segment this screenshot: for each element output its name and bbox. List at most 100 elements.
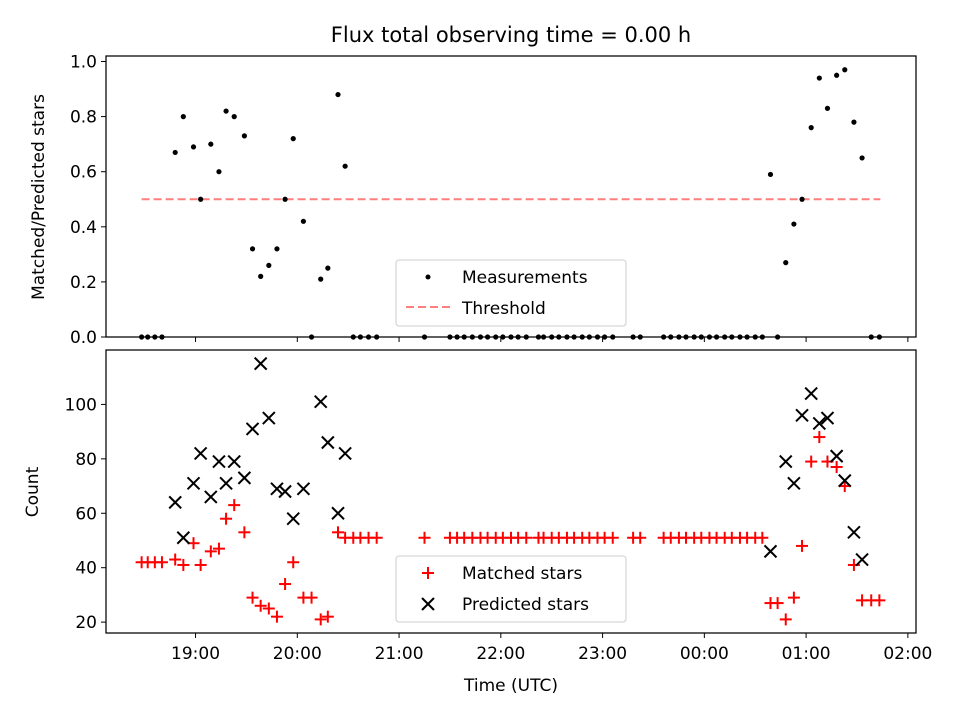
matched-point [634, 531, 647, 544]
measurement-points [139, 67, 882, 340]
count-y-axis-label: Count [23, 466, 43, 517]
matched-point [177, 558, 190, 571]
matched-point [606, 531, 619, 544]
matched-point [194, 558, 207, 571]
matched-point [305, 591, 318, 604]
x-tick-label: 22:00 [476, 644, 525, 664]
matched-legend-label: Matched stars [462, 564, 582, 584]
measurement-point [851, 119, 857, 125]
predicted-point [763, 544, 778, 559]
matched-point [873, 594, 886, 607]
y-tick-label: 0.4 [70, 218, 97, 238]
predicted-point [787, 476, 801, 491]
measurement-point [799, 196, 805, 202]
matched-point [771, 597, 784, 610]
predicted-point [855, 552, 869, 567]
predicted-stars-series [168, 356, 869, 567]
measurement-point [208, 141, 214, 147]
ratio-y-axis-label: Matched/Predicted stars [29, 94, 49, 300]
matched-point [370, 531, 383, 544]
y-tick-label: 20 [75, 613, 97, 633]
measurements-legend-marker [425, 274, 431, 280]
ratio-axes-frame [105, 55, 917, 338]
measurement-point [198, 196, 204, 202]
predicted-point [176, 531, 191, 545]
measurement-point [834, 72, 840, 78]
measurement-point [274, 246, 280, 252]
predicted-point [812, 416, 827, 431]
predicted-point [321, 435, 335, 450]
matched-point [287, 556, 300, 569]
measurement-point [325, 265, 331, 271]
measurement-point [282, 196, 288, 202]
measurements-series [139, 67, 882, 340]
matched-point [779, 613, 792, 626]
predicted-point [331, 506, 345, 520]
count-panel: 20 40 60 80 100 19:00 20:00 21:00 22:00 23:00 00:0… [23, 349, 933, 696]
matched-point [212, 542, 225, 555]
matched-legend-marker [422, 567, 434, 579]
ratio-panel: 0.0 0.2 0.4 0.6 0.8 1.0 Matched/Predicted sta… [29, 53, 917, 348]
y-tick-label: 100 [65, 395, 97, 415]
measurement-point [783, 260, 789, 266]
measurement-point [172, 149, 178, 156]
predicted-point [820, 411, 835, 425]
x-tick-label: 19:00 [171, 644, 220, 664]
predicted-point [253, 356, 268, 371]
predicted-point [168, 495, 182, 510]
matched-point [246, 591, 259, 604]
measurement-point [842, 67, 848, 73]
matched-point [262, 602, 275, 615]
measurement-point [258, 273, 264, 279]
count-legend-box [395, 555, 627, 623]
predicted-point [262, 411, 276, 425]
measurement-point [223, 108, 229, 114]
predicted-point [286, 512, 300, 526]
matched-point [796, 539, 809, 552]
count-axis-ticks: 20 40 60 80 100 19:00 20:00 21:00 22:00 23:00 00:0… [65, 395, 933, 664]
matched-point [279, 578, 292, 591]
measurement-point [808, 125, 814, 131]
y-tick-label: 60 [75, 504, 97, 524]
measurement-point [791, 221, 797, 227]
measurement-point [859, 155, 865, 161]
y-tick-label: 0.8 [70, 108, 97, 128]
matched-point [756, 531, 769, 544]
predicted-point [829, 449, 844, 463]
x-tick-label: 23:00 [578, 644, 627, 664]
ratio-axis-ticks: 0.0 0.2 0.4 0.6 0.8 1.0 [70, 53, 909, 348]
x-tick-label: 01:00 [782, 644, 831, 664]
matched-point [204, 545, 217, 558]
predicted-point [338, 446, 352, 461]
y-tick-label: 1.0 [70, 53, 97, 73]
measurement-point [231, 114, 237, 120]
predicted-point [847, 525, 861, 540]
predicted-point [193, 446, 208, 461]
x-tick-label: 00:00 [680, 644, 729, 664]
measurement-point [342, 163, 348, 169]
measurement-point [300, 218, 307, 224]
measurement-point [266, 262, 272, 268]
ratio-legend: Measurements Threshold [395, 259, 627, 327]
measurement-point [290, 136, 296, 142]
predicted-point [186, 476, 201, 491]
matched-point [254, 599, 267, 612]
measurement-point [190, 144, 197, 150]
count-axes-frame [105, 349, 917, 634]
measurement-point [824, 105, 831, 111]
y-tick-label: 0.2 [70, 273, 97, 293]
predicted-point [296, 482, 311, 496]
chart-title: Flux total observing time = 0.00 h [331, 23, 691, 47]
matched-point [787, 591, 800, 604]
measurement-point [767, 171, 774, 178]
measurement-point [816, 75, 822, 81]
measurement-point [216, 169, 222, 175]
ratio-legend-box [395, 259, 627, 327]
predicted-point [804, 386, 818, 401]
predicted-point [270, 482, 284, 496]
predicted-point [219, 476, 233, 491]
matched-point [520, 531, 533, 544]
predicted-point [795, 408, 809, 423]
matched-point [838, 480, 851, 493]
y-tick-label: 0.6 [70, 163, 97, 183]
